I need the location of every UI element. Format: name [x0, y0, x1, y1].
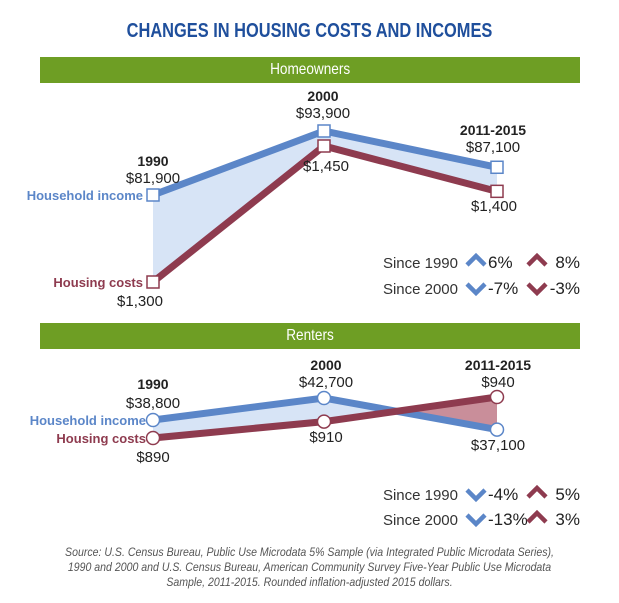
income-value-label: $37,100: [471, 437, 525, 454]
year-label: 2011-2015: [460, 122, 526, 138]
costs-gap-area: [396, 397, 497, 430]
costs-series-label: Housing costs: [53, 275, 143, 290]
income-change-up-icon: [465, 252, 487, 267]
renters-header-label: Renters: [286, 327, 334, 344]
costs-series-label: Housing costs: [56, 431, 146, 446]
income-change-value: -7%: [488, 279, 518, 298]
costs-change-value: 8%: [555, 253, 580, 272]
costs-value-label: $890: [136, 449, 169, 466]
income-change-down-icon: [465, 488, 487, 503]
change-period-label: Since 2000: [383, 512, 458, 529]
income-value-label: $93,900: [296, 105, 350, 122]
costs-value-label: $910: [309, 429, 342, 446]
income-change-value: -13%: [488, 510, 528, 529]
income-point: [316, 390, 332, 406]
homeowners-header-label: Homeowners: [269, 61, 351, 78]
income-change-down-icon: [465, 282, 487, 297]
costs-point: [489, 389, 505, 405]
income-value-label: $87,100: [466, 139, 520, 156]
year-label: 2000: [310, 357, 341, 373]
costs-value-label: $1,450: [303, 158, 349, 175]
income-point: [490, 160, 504, 175]
income-change-value: -4%: [488, 485, 518, 504]
costs-change-up-icon: [526, 252, 548, 267]
income-gap-area: [153, 398, 397, 438]
chart-title: CHANGES IN HOUSING COSTS AND INCOMES: [126, 20, 493, 42]
costs-change-down-icon: [526, 282, 548, 297]
year-label: 1990: [137, 376, 168, 392]
change-period-label: Since 2000: [383, 281, 458, 298]
source-note: Source: U.S. Census Bureau, Public Use M…: [65, 545, 554, 589]
homeowners-header: Homeowners: [40, 57, 580, 83]
income-point: [145, 412, 161, 428]
costs-value-label: $940: [481, 374, 514, 391]
costs-change-value: 5%: [555, 485, 580, 504]
year-label: 1990: [137, 153, 168, 169]
costs-point: [146, 275, 160, 289]
costs-point: [317, 139, 331, 153]
income-value-label: $38,800: [126, 395, 180, 412]
change-period-label: Since 1990: [383, 487, 458, 504]
costs-change-value: 3%: [555, 510, 580, 529]
income-value-label: $81,900: [126, 170, 180, 187]
costs-change-up-icon: [526, 484, 548, 499]
income-change-value: 6%: [488, 253, 513, 272]
costs-change-value: -3%: [550, 279, 580, 298]
costs-point: [490, 184, 504, 199]
costs-value-label: $1,400: [471, 198, 517, 215]
year-label: 2000: [307, 88, 338, 104]
costs-point: [316, 414, 332, 429]
income-series-label: Household income: [30, 413, 146, 428]
income-point: [146, 188, 160, 202]
income-point: [317, 124, 331, 138]
income-series-label: Household income: [27, 188, 143, 203]
income-point: [489, 422, 505, 437]
income-change-down-icon: [465, 513, 487, 528]
costs-change-up-icon: [526, 509, 548, 524]
costs-point: [145, 430, 161, 446]
change-period-label: Since 1990: [383, 255, 458, 272]
costs-value-label: $1,300: [117, 293, 163, 310]
year-label: 2011-2015: [465, 357, 531, 373]
renters-header: Renters: [40, 323, 580, 349]
income-value-label: $42,700: [299, 374, 353, 391]
